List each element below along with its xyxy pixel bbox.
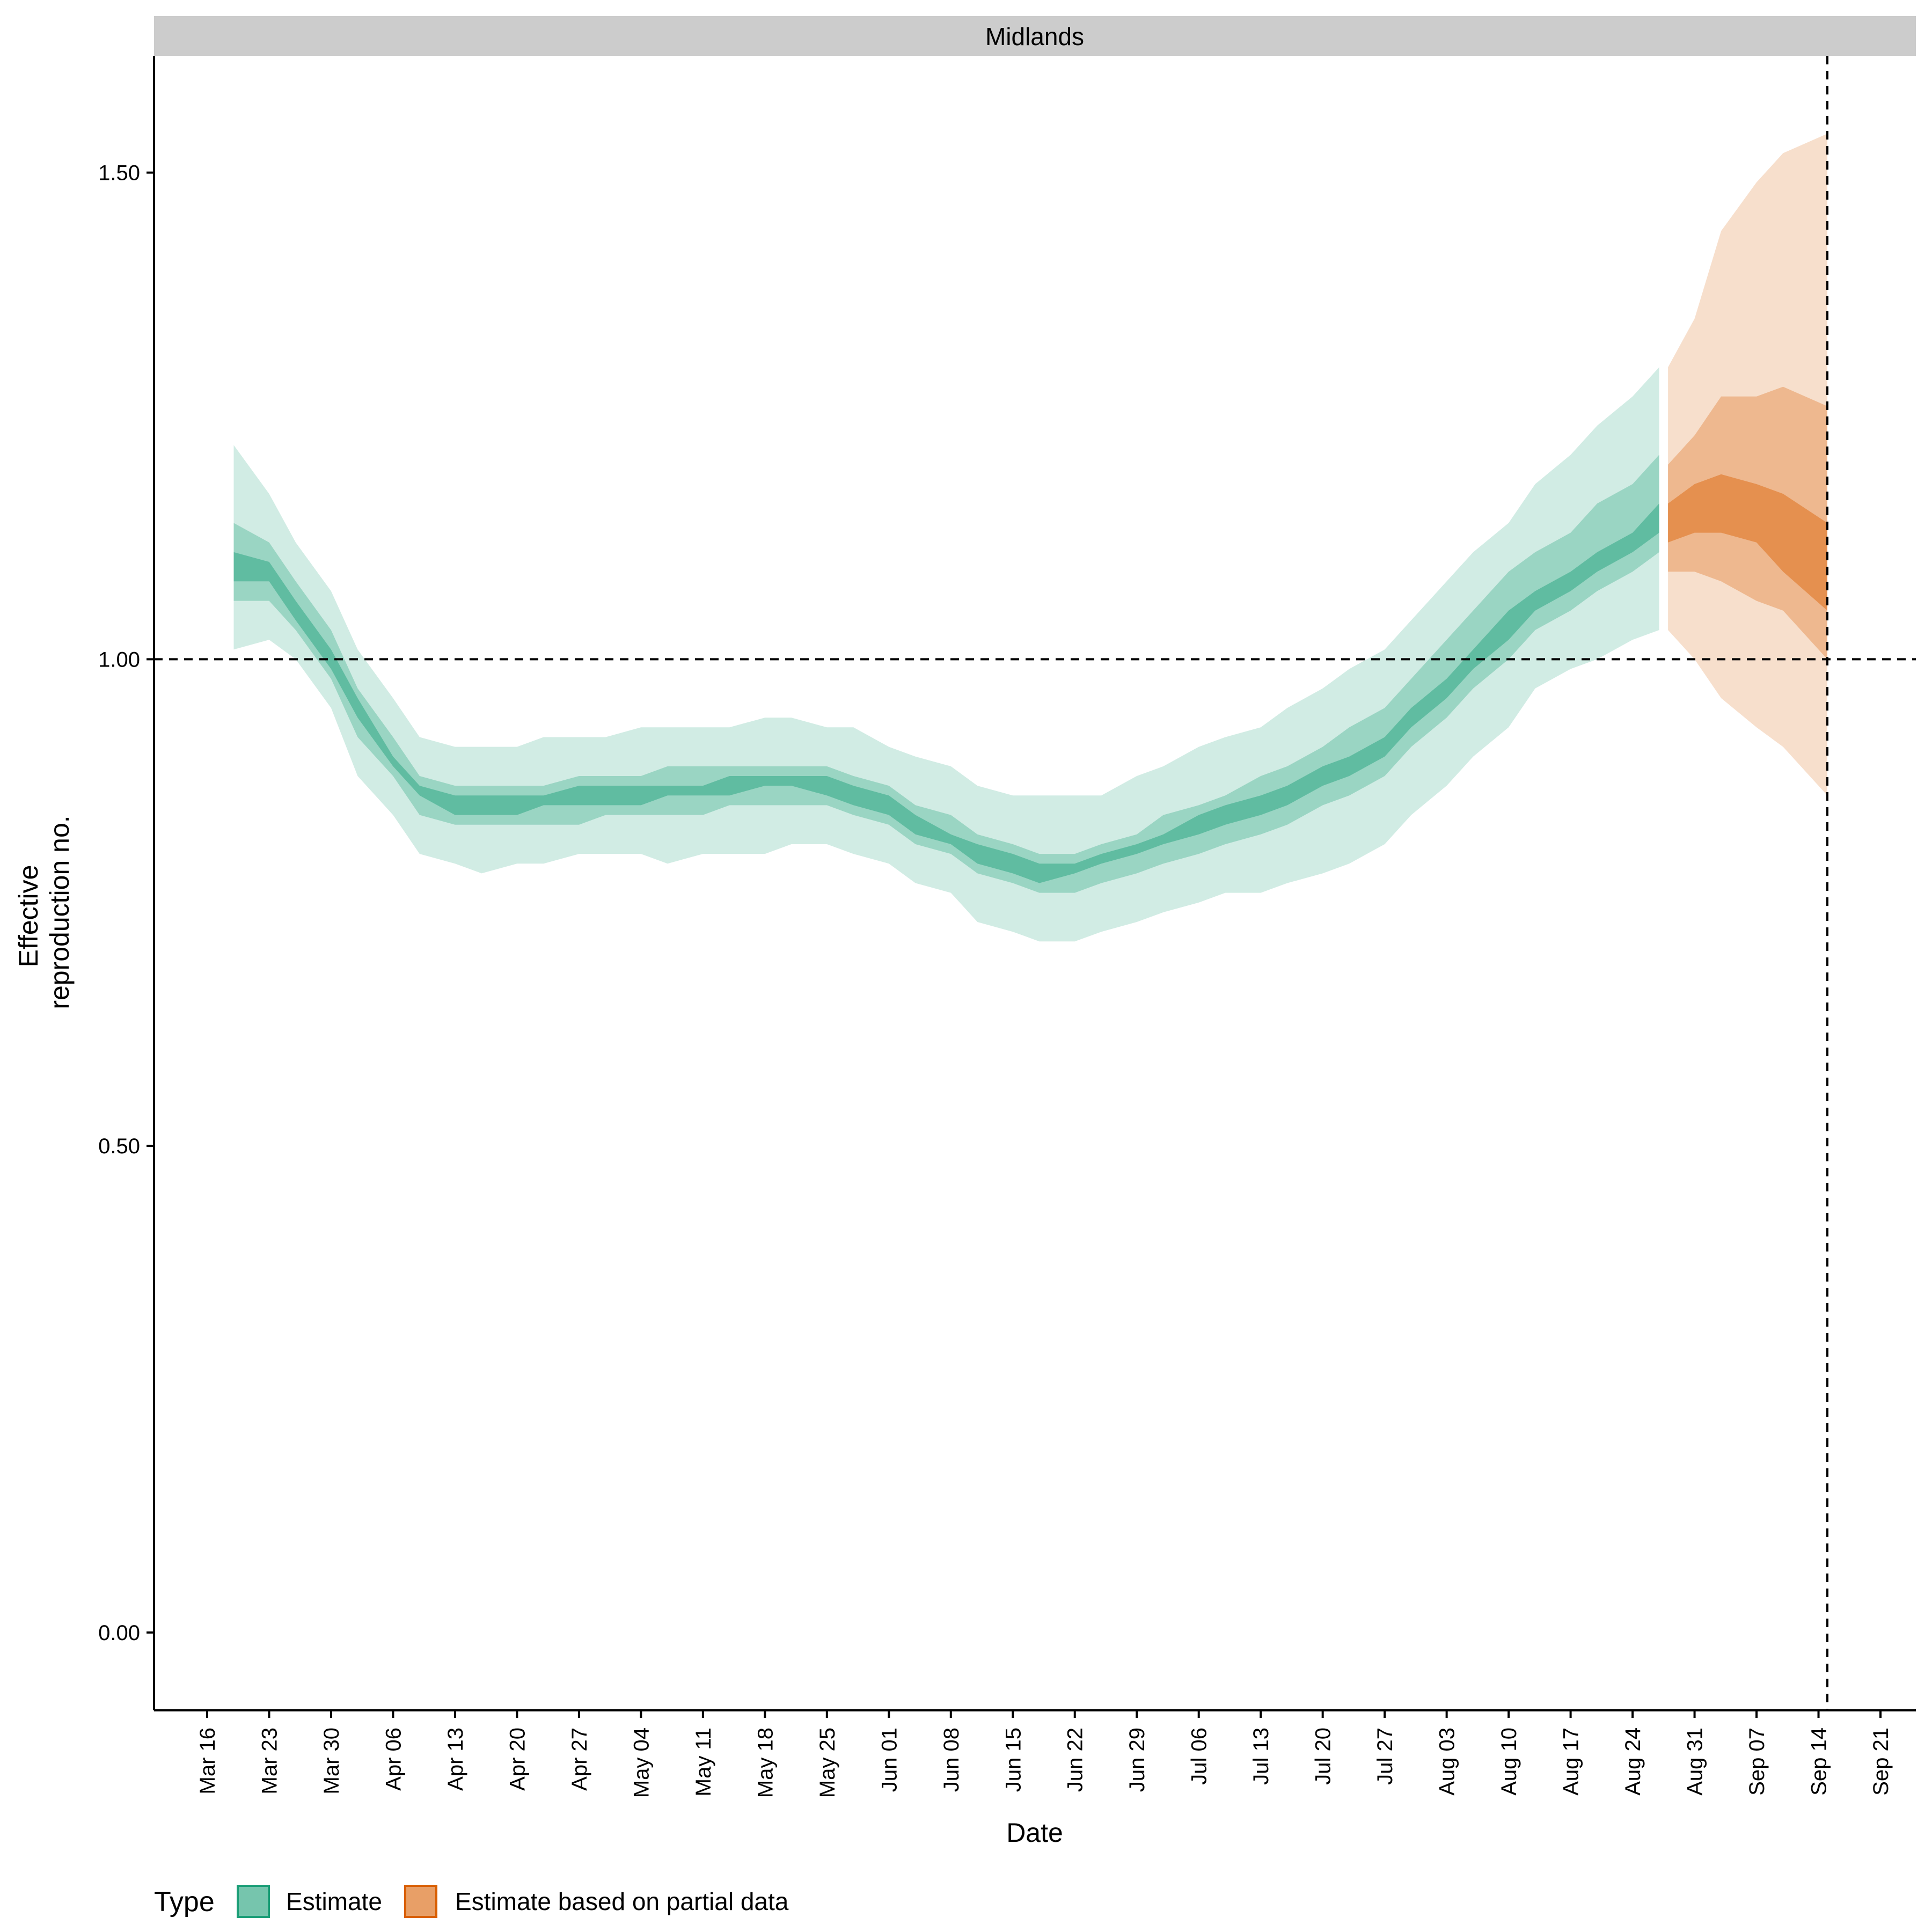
legend-label-partial-data: Estimate based on partial data xyxy=(455,1887,789,1915)
legend-key-partial-data xyxy=(404,1885,437,1918)
ribbons xyxy=(233,134,1827,942)
x-tick-label: Sep 14 xyxy=(1807,1728,1831,1796)
x-tick-label: Jul 20 xyxy=(1312,1728,1335,1785)
y-axis-title-line-1: Effective xyxy=(13,865,43,968)
x-tick-label: Jun 22 xyxy=(1064,1728,1087,1792)
ribbon-estimate-ci90 xyxy=(233,367,1659,942)
x-tick-label: Jun 15 xyxy=(1001,1728,1025,1792)
x-tick-label: May 11 xyxy=(692,1728,715,1796)
legend: Type Estimate Estimate based on partial … xyxy=(154,1885,789,1918)
y-ticks: 0.00 0.50 1.00 1.50 xyxy=(98,162,154,1645)
x-axis-title: Date xyxy=(1006,1818,1063,1848)
x-tick-label: Apr 27 xyxy=(568,1728,591,1791)
legend-key-estimate xyxy=(237,1885,270,1918)
x-tick-label: Aug 24 xyxy=(1621,1728,1645,1796)
ribbon-estimate-ci50 xyxy=(233,455,1659,893)
x-tick-label: Aug 31 xyxy=(1684,1728,1707,1796)
ribbon-partial-data-ci90 xyxy=(1668,134,1827,796)
x-tick-label: Mar 23 xyxy=(258,1728,282,1795)
y-tick-label: 0.50 xyxy=(98,1135,140,1158)
x-tick-label: Apr 13 xyxy=(444,1728,467,1791)
y-tick-label: 0.00 xyxy=(98,1621,140,1645)
x-tick-label: May 04 xyxy=(630,1728,653,1798)
x-tick-label: Mar 30 xyxy=(320,1728,343,1795)
y-axis-title: Effective reproduction no. xyxy=(13,815,75,1009)
x-tick-label: Mar 16 xyxy=(196,1728,219,1795)
x-tick-label: Jun 01 xyxy=(877,1728,901,1792)
x-tick-label: Jul 27 xyxy=(1373,1728,1397,1785)
facet-strip-title: Midlands xyxy=(985,23,1084,50)
x-tick-label: Aug 17 xyxy=(1560,1728,1583,1796)
x-tick-label: May 18 xyxy=(753,1728,777,1798)
ribbon-estimate-ci20 xyxy=(233,503,1659,883)
ribbon-partial-data-ci50 xyxy=(1668,386,1827,660)
x-tick-label: Sep 21 xyxy=(1869,1728,1893,1796)
legend-label-estimate: Estimate xyxy=(286,1887,382,1915)
ribbon-partial-data-ci20 xyxy=(1668,474,1827,611)
y-axis-title-line-2: reproduction no. xyxy=(45,815,75,1009)
legend-title: Type xyxy=(154,1886,215,1918)
facet-strip xyxy=(154,16,1916,56)
y-tick-label: 1.00 xyxy=(98,648,140,671)
x-tick-label: Jul 13 xyxy=(1249,1728,1273,1785)
x-tick-label: Jun 08 xyxy=(940,1728,963,1792)
x-tick-label: Apr 06 xyxy=(382,1728,405,1791)
x-tick-label: Jul 06 xyxy=(1188,1728,1211,1785)
x-ticks: Mar 16 Mar 23 Mar 30 Apr 06 Apr 13 Apr 20 Apr … xyxy=(196,1710,1893,1798)
x-tick-label: Aug 10 xyxy=(1497,1728,1521,1796)
y-tick-label: 1.50 xyxy=(98,162,140,185)
x-tick-label: Apr 20 xyxy=(506,1728,529,1791)
x-tick-label: Jun 29 xyxy=(1125,1728,1149,1792)
x-tick-label: Sep 07 xyxy=(1745,1728,1769,1796)
x-tick-label: Aug 03 xyxy=(1436,1728,1459,1796)
x-tick-label: May 25 xyxy=(816,1728,839,1798)
